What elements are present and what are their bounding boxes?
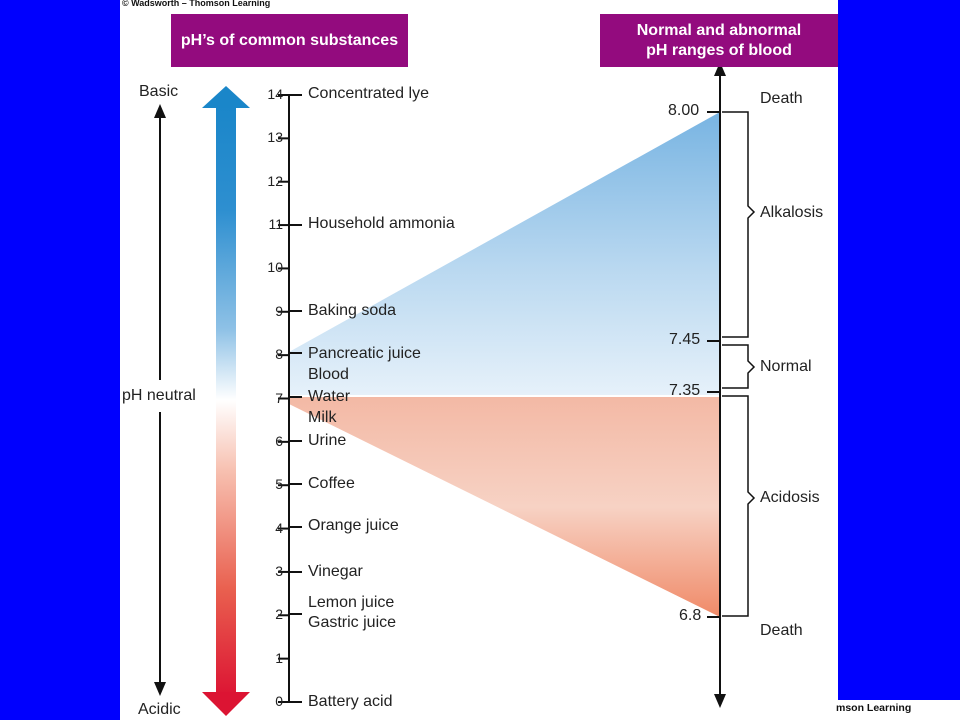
substance-label: Urine (308, 432, 347, 449)
ph-number: 13 (267, 129, 283, 146)
substance-label: Orange juice (308, 517, 399, 534)
wedge-edge-fade (289, 112, 720, 395)
range-acidosis: Acidosis (760, 489, 820, 506)
ph-gradient-arrow (202, 86, 250, 716)
copyright-bottom: mson Learning (836, 702, 912, 714)
blood-scale-axis (707, 62, 726, 708)
substance-label: Vinegar (308, 563, 363, 580)
blood-range-brackets (722, 111, 756, 617)
substance-label: Gastric juice (308, 614, 397, 631)
blood-header-line1: Normal and abnormal (636, 21, 802, 39)
substances-header: pH’s of common substances (171, 14, 408, 67)
ph-number: 0 (275, 693, 283, 709)
ph-number: 1 (275, 649, 283, 666)
range-death-top: Death (760, 90, 803, 107)
blood-tick-7-35: 7.35 (669, 382, 701, 399)
substance-label: Concentrated lye (308, 85, 429, 102)
range-normal: Normal (760, 358, 812, 375)
basic-acidic-arrow (154, 104, 166, 696)
ph-number: 14 (267, 86, 283, 102)
substance-ticks (289, 94, 302, 703)
neutral-label: pH neutral (122, 387, 196, 404)
range-death-bottom: Death (760, 622, 803, 639)
substance-label: Blood (308, 366, 349, 383)
substance-label: Water (308, 388, 351, 405)
blood-tick-6-8: 6.8 (679, 607, 702, 624)
copyright-top: © Wadsworth – Thomson Learning (122, 0, 271, 8)
substance-label: Household ammonia (308, 215, 455, 232)
blood-ranges-header: Normal and abnormal pH ranges of blood (600, 14, 838, 67)
ph-number: 11 (268, 216, 283, 233)
blood-tick-8-00: 8.00 (668, 102, 700, 119)
ph-number: 10 (267, 259, 283, 276)
ph-scale-ticks (278, 94, 289, 703)
ph-number: 5 (275, 476, 283, 493)
ph-number: 2 (275, 606, 283, 623)
ph-number: 7 (275, 389, 283, 406)
ph-number: 8 (275, 346, 283, 363)
substance-label: Milk (308, 409, 337, 426)
ph-number: 4 (275, 519, 283, 536)
substance-label: Coffee (308, 475, 355, 492)
ph-number: 12 (267, 172, 283, 189)
range-alkalosis: Alkalosis (760, 204, 824, 221)
ph-number: 6 (275, 432, 283, 449)
acid-wedge (289, 397, 720, 617)
ph-number: 9 (275, 302, 283, 319)
ph-number: 3 (275, 562, 283, 579)
substance-label: Lemon juice (308, 594, 395, 611)
substance-label: Baking soda (308, 302, 397, 319)
blood-header-line2: pH ranges of blood (646, 41, 792, 59)
copyright-bottom-box: mson Learning (826, 700, 960, 720)
substance-label: Battery acid (308, 693, 393, 710)
basic-label: Basic (139, 83, 179, 100)
acidic-label: Acidic (138, 701, 181, 718)
blood-tick-7-45: 7.45 (669, 331, 701, 348)
substance-label: Pancreatic juice (308, 345, 421, 362)
